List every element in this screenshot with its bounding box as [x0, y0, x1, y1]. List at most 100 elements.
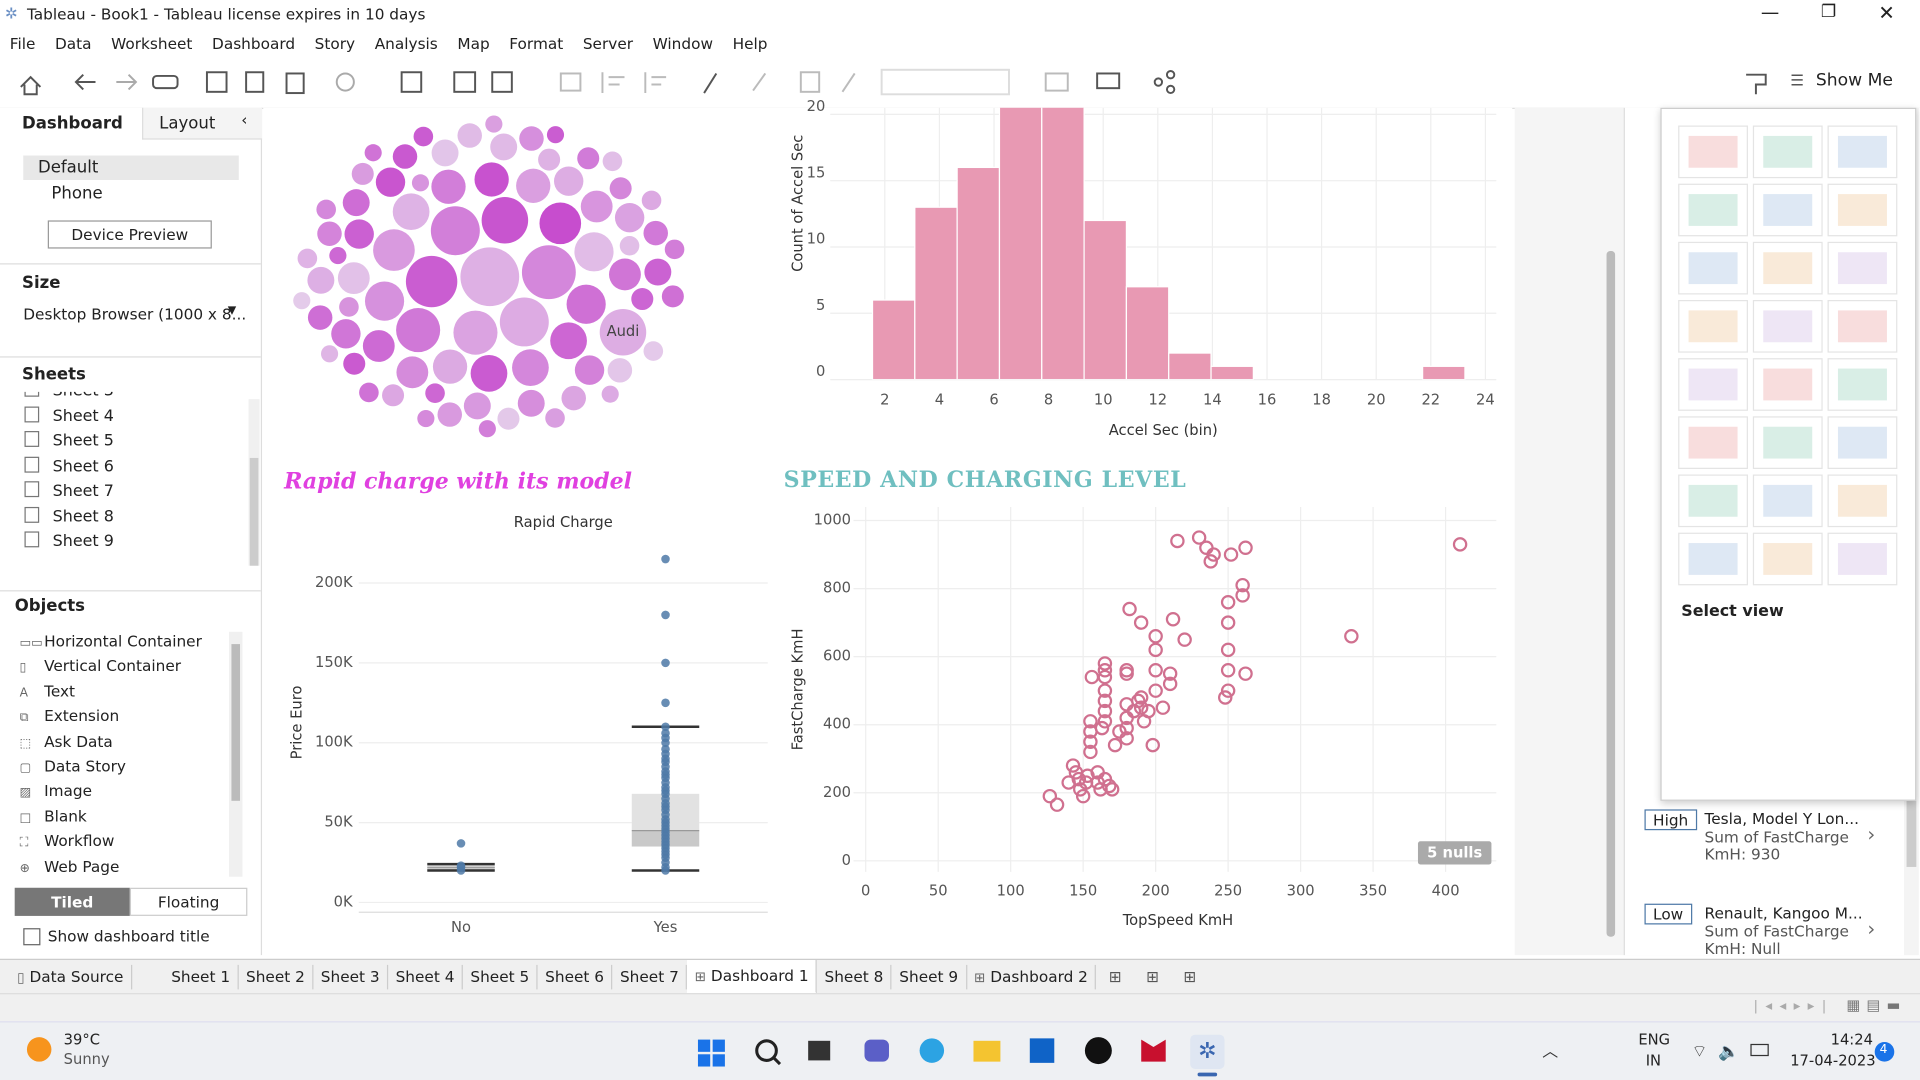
notification-badge[interactable]: 4: [1879, 1043, 1888, 1057]
sheet-item[interactable]: Sheet 9: [24, 531, 114, 555]
device-default[interactable]: Default: [23, 155, 239, 181]
menu-item[interactable]: Help: [732, 34, 768, 53]
object-item[interactable]: ▢ Data Story: [20, 757, 126, 775]
svg-text:⌔: ⌔: [1692, 1042, 1708, 1062]
chart-type-thumb[interactable]: [1678, 416, 1748, 469]
chart-type-thumb[interactable]: [1752, 241, 1823, 295]
nav-arrows[interactable]: |◂◂▸▸|: [1753, 997, 1834, 1014]
chart-type-thumb[interactable]: [1752, 416, 1823, 469]
close[interactable]: ✕: [1878, 1, 1895, 25]
menu-item[interactable]: Analysis: [374, 34, 438, 53]
chart-type-thumb[interactable]: [1678, 358, 1748, 411]
scatter-point: [1220, 594, 1236, 610]
chart-type-thumb[interactable]: [1678, 300, 1748, 353]
object-item[interactable]: ▯ Vertical Container: [20, 657, 181, 675]
chart-type-thumb[interactable]: [1827, 532, 1898, 586]
device-phone[interactable]: Phone: [51, 183, 103, 204]
sheet-tab[interactable]: Sheet 2: [239, 964, 314, 989]
outlier-line: KmH: Null: [1704, 939, 1781, 958]
scatter-point: [1080, 768, 1095, 783]
device-preview-button[interactable]: Device Preview: [47, 220, 212, 249]
language[interactable]: ENG: [1638, 1031, 1671, 1049]
y-tick-label: 100K: [315, 734, 353, 751]
checkbox[interactable]: [23, 928, 41, 946]
sheet-tab[interactable]: ⊞ Dashboard 2: [967, 964, 1097, 989]
new-tab-button[interactable]: ⊞: [1108, 967, 1122, 986]
chart-type-thumb[interactable]: [1678, 125, 1748, 179]
chart-type-thumb[interactable]: [1678, 532, 1748, 586]
restore[interactable]: ❐: [1820, 2, 1837, 23]
object-item[interactable]: ▭▭Horizontal Container: [20, 632, 202, 650]
object-item[interactable]: □ Blank: [20, 807, 87, 825]
sheet-item[interactable]: Sheet 4: [24, 405, 114, 430]
chart-type-thumb[interactable]: [1827, 416, 1898, 469]
menu-item[interactable]: Map: [457, 34, 490, 53]
sheet-tab[interactable]: Sheet 5: [463, 964, 538, 989]
sheet-tab[interactable]: Sheet 7: [613, 964, 688, 989]
sheet-item[interactable]: Sheet 7: [24, 481, 114, 505]
chart-type-thumb[interactable]: [1827, 241, 1898, 295]
menu-item[interactable]: File: [9, 34, 36, 53]
chart-type-thumb[interactable]: [1678, 183, 1748, 237]
sheet-tab[interactable]: ▯ Data Source: [10, 964, 133, 989]
floating-button[interactable]: Floating: [129, 887, 248, 916]
chart-type-thumb[interactable]: [1752, 125, 1823, 179]
menu-item[interactable]: Story: [314, 34, 356, 53]
chart-type-thumb[interactable]: [1752, 474, 1823, 528]
sheet-tab[interactable]: Sheet 8: [817, 964, 892, 989]
layout-tab[interactable]: Layout ‹: [142, 107, 263, 140]
dashboard-tab[interactable]: Dashboard: [0, 108, 143, 143]
clock-time[interactable]: 14:24: [1830, 1031, 1873, 1049]
object-item[interactable]: ⬚ Ask Data: [20, 732, 113, 750]
chart-type-thumb[interactable]: [1752, 183, 1823, 237]
clock-date[interactable]: 17-04-2023: [1790, 1051, 1876, 1069]
chart-type-thumb[interactable]: [1752, 532, 1823, 586]
chart-type-thumb[interactable]: [1827, 358, 1898, 411]
scroll-thumb[interactable]: [231, 644, 241, 801]
show-me-button[interactable]: Show Me: [1815, 71, 1893, 91]
chart-type-thumb[interactable]: [1678, 241, 1748, 295]
chart-type-thumb[interactable]: [1827, 300, 1898, 353]
object-item[interactable]: ▨ Image: [20, 782, 92, 800]
sheet-item[interactable]: Sheet 8: [24, 506, 114, 530]
sheet-tab[interactable]: Sheet 6: [538, 964, 613, 989]
sheet-item[interactable]: Sheet 5: [24, 431, 114, 455]
outlier-item[interactable]: Low Renault, Kangoo M... Sum of FastCharge…: [1625, 900, 1894, 986]
sheet-tab[interactable]: Sheet 1: [164, 964, 239, 989]
menu-item[interactable]: Dashboard: [212, 34, 296, 53]
chart-type-thumb[interactable]: [1752, 358, 1823, 411]
outlier-item[interactable]: High Tesla, Model Y Lon... Sum of FastChar…: [1625, 806, 1894, 892]
nulls-badge[interactable]: [1417, 841, 1492, 865]
object-item[interactable]: A Text: [20, 682, 75, 700]
new-tab-button[interactable]: ⊞: [1183, 967, 1197, 986]
menu-item[interactable]: Server: [582, 34, 634, 53]
object-item[interactable]: ⧉ Extension: [20, 707, 120, 725]
object-icon: ▯: [19, 661, 27, 676]
chart-type-thumb[interactable]: [1827, 125, 1898, 179]
sheet-tab[interactable]: ⊞ Dashboard 1: [687, 959, 818, 994]
menu-item[interactable]: Worksheet: [111, 34, 193, 53]
chart-type-thumb[interactable]: [1752, 300, 1823, 353]
tiled-button[interactable]: Tiled: [14, 887, 130, 916]
chart-type-thumb[interactable]: [1827, 183, 1898, 237]
collapse[interactable]: ‹: [241, 110, 248, 129]
menu-item[interactable]: Data: [55, 34, 92, 53]
new-tab-button[interactable]: ⊞: [1146, 967, 1159, 986]
sheet-item[interactable]: Sheet 3: [24, 391, 114, 405]
scatter-point: [1133, 700, 1149, 715]
object-item[interactable]: ⊕ Web Page: [20, 857, 120, 875]
sheet-tab[interactable]: Sheet 9: [892, 964, 967, 989]
sheet-item[interactable]: Sheet 6: [24, 456, 114, 480]
menu-item[interactable]: Window: [652, 34, 713, 53]
region[interactable]: IN: [1645, 1051, 1662, 1069]
size-dropdown[interactable]: Desktop Browser (1000 x 8...: [23, 304, 247, 324]
chart-type-thumb[interactable]: [1678, 474, 1748, 528]
chart-type-thumb[interactable]: [1827, 474, 1898, 528]
minimize[interactable]: —: [1760, 1, 1780, 24]
view-icons[interactable]: ▦▤▬: [1846, 996, 1907, 1014]
menu-item[interactable]: Format: [509, 34, 564, 53]
sheet-tab[interactable]: Sheet 4: [388, 964, 464, 989]
scroll-thumb[interactable]: [249, 457, 259, 566]
object-item[interactable]: ⛶ Workflow: [20, 832, 115, 850]
sheet-tab[interactable]: Sheet 3: [313, 964, 389, 989]
